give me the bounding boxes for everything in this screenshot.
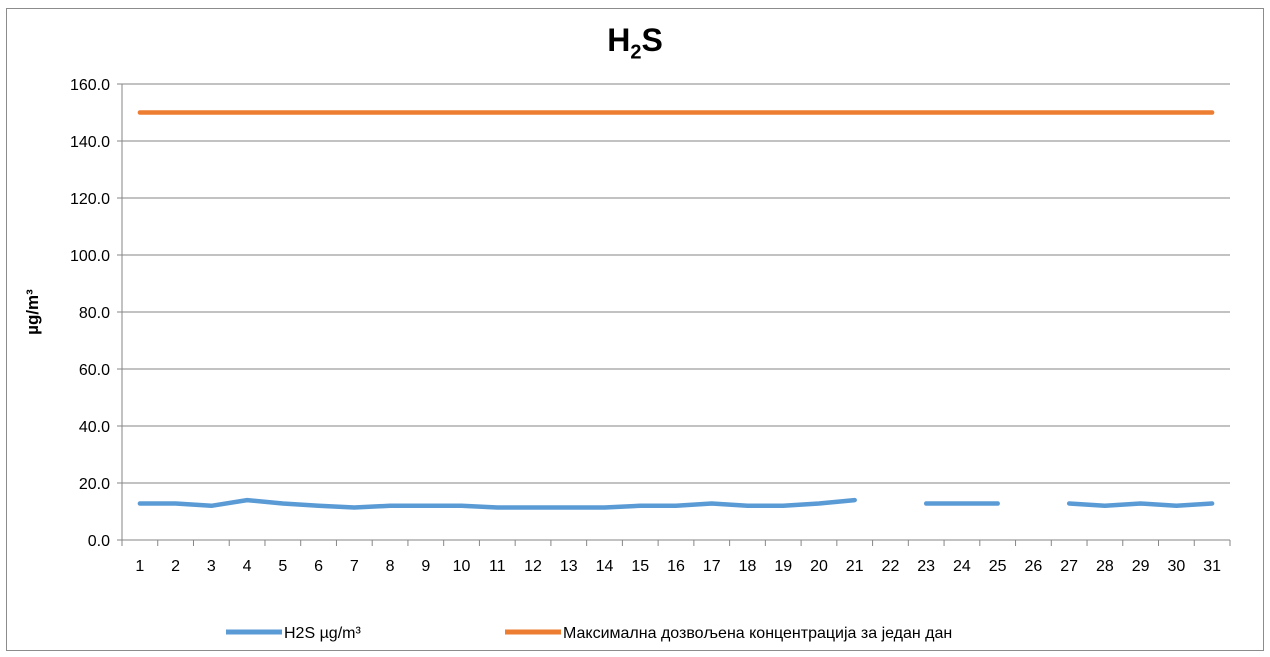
y-tick-label: 120.0 [70, 191, 110, 208]
y-tick-label: 80.0 [79, 305, 110, 322]
x-tick-label: 2 [171, 558, 180, 575]
x-tick-label: 29 [1132, 558, 1150, 575]
legend: H2S µg/m³ Максимална дозвољена концентра… [226, 625, 952, 642]
axes [117, 83, 1231, 546]
y-tick-label: 20.0 [79, 476, 110, 493]
x-tick-label: 4 [243, 558, 252, 575]
x-tick-label: 30 [1167, 558, 1185, 575]
x-tick-label: 6 [314, 558, 323, 575]
x-tick-label: 13 [560, 558, 578, 575]
series-line-h2s [1066, 501, 1215, 509]
x-tick-label: 15 [631, 558, 649, 575]
x-tick-label: 10 [453, 558, 471, 575]
x-tick-label: 8 [386, 558, 395, 575]
y-tick-label: 160.0 [70, 77, 110, 94]
series-line-h2s [137, 497, 857, 510]
x-tick-labels: 1 2 3 4 5 6 7 8 9 10 11 12 13 14 15 16 17 18 19 20 21 22 23 24 2… [135, 558, 1221, 575]
x-tick-label: 19 [774, 558, 792, 575]
x-tick-label: 23 [917, 558, 935, 575]
y-tick-label: 0.0 [88, 533, 110, 550]
legend-label-h2s: H2S µg/m³ [284, 625, 361, 642]
y-tick-label: 140.0 [70, 134, 110, 151]
x-tick-label: 3 [207, 558, 216, 575]
x-tick-label: 7 [350, 558, 359, 575]
x-tick-label: 5 [278, 558, 287, 575]
y-tick-label: 40.0 [79, 419, 110, 436]
x-tick-label: 16 [667, 558, 685, 575]
x-tick-label: 26 [1025, 558, 1043, 575]
y-tick-label: 60.0 [79, 362, 110, 379]
legend-label-limit: Максимална дозвољена концентрација за је… [563, 625, 952, 642]
gridlines [122, 83, 1230, 484]
y-axis-label: µg/m³ [23, 289, 42, 335]
series-lines [137, 110, 1215, 510]
x-tick-label: 21 [846, 558, 864, 575]
x-tick-label: 1 [135, 558, 144, 575]
chart-frame [6, 8, 1264, 651]
x-tick-label: 11 [489, 558, 506, 575]
chart-title: H2S [607, 22, 663, 64]
x-tick-label: 22 [882, 558, 900, 575]
x-tick-label: 12 [524, 558, 542, 575]
x-tick-label: 17 [703, 558, 721, 575]
x-tick-label: 27 [1060, 558, 1078, 575]
y-tick-label: 100.0 [70, 248, 110, 265]
x-tick-label: 20 [810, 558, 828, 575]
x-tick-label: 9 [421, 558, 430, 575]
x-tick-label: 24 [953, 558, 971, 575]
y-tick-labels: 0.0 20.0 40.0 60.0 80.0 100.0 120.0 140.0 160.0 [70, 77, 110, 550]
x-tick-label: 25 [989, 558, 1007, 575]
x-tick-label: 14 [596, 558, 614, 575]
x-tick-label: 31 [1203, 558, 1221, 575]
x-tick-label: 18 [739, 558, 757, 575]
x-tick-label: 28 [1096, 558, 1114, 575]
